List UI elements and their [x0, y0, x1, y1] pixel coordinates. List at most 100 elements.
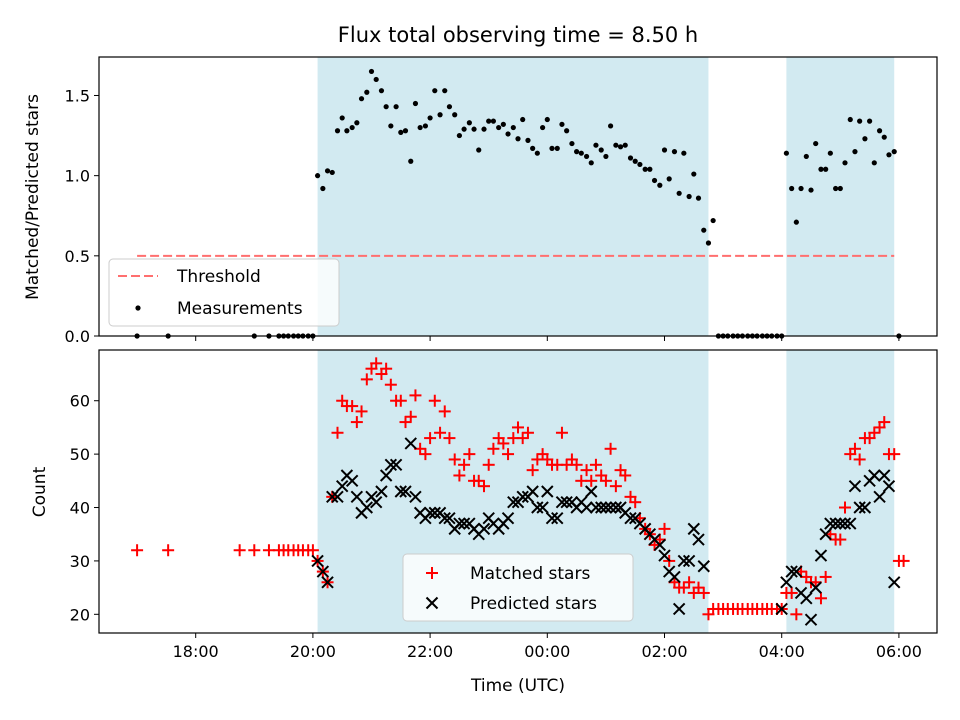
matched-star-point	[853, 453, 866, 466]
matched-star-point	[790, 608, 803, 621]
y-tick-label: 40	[70, 499, 90, 518]
matched-star-point	[609, 480, 622, 493]
matched-star-point	[585, 474, 598, 487]
predicted-star-point	[335, 479, 349, 493]
matched-star-point	[384, 378, 397, 391]
matched-star-point	[589, 458, 602, 471]
measurement-point	[320, 185, 326, 192]
measurement-point	[427, 115, 433, 121]
counts-legend: Matched stars Predicted stars	[402, 553, 634, 622]
predicted-star-point	[531, 501, 544, 514]
measurement-point	[530, 145, 536, 151]
y-tick-label: 30	[70, 552, 90, 571]
measurement-point	[344, 128, 350, 134]
matched-star-point	[355, 405, 368, 418]
matched-star-point	[838, 501, 851, 514]
ratio-legend: Threshold Measurements	[108, 258, 340, 327]
ratio-plot-frame	[98, 56, 938, 337]
measurement-point	[505, 131, 511, 137]
measurement-point	[378, 88, 385, 94]
predicted-star-point	[423, 506, 437, 520]
predicted-star-point	[775, 602, 788, 616]
predicted-star-point	[501, 511, 515, 525]
measurement-point	[627, 155, 634, 161]
matched-star-point	[438, 405, 451, 418]
measurement-point	[500, 121, 506, 127]
measurement-point	[847, 116, 853, 123]
measurement-point	[534, 150, 540, 156]
measurement-point	[334, 128, 341, 134]
x-tick-label: 22:00	[407, 642, 453, 661]
y-tick-label: 60	[70, 392, 90, 411]
matched-star-point	[897, 554, 910, 567]
measurement-point	[324, 168, 331, 174]
matched-star-point	[419, 448, 432, 461]
matched-star-point	[814, 592, 827, 605]
predicted-star-point	[624, 511, 637, 525]
measurement-point	[651, 177, 658, 184]
measurement-point	[559, 121, 565, 127]
observing-window-1	[317, 57, 709, 336]
predicted-star-point	[809, 581, 822, 594]
x-tick-label: 02:00	[641, 642, 687, 661]
matched-star-point	[424, 432, 437, 445]
observing-window-2	[786, 350, 895, 633]
measurement-point	[339, 115, 345, 121]
predicted-star-point	[804, 613, 818, 626]
measurement-point	[818, 166, 824, 172]
predicted-star-point	[360, 501, 374, 514]
matched-star-point	[570, 458, 583, 471]
predicted-star-point	[800, 592, 813, 605]
predicted-star-point	[653, 538, 667, 552]
measurement-point	[857, 118, 863, 124]
predicted-star-point	[379, 469, 393, 482]
predicted-star-point	[443, 511, 456, 525]
measurement-point	[666, 176, 672, 182]
measurement-point	[803, 153, 809, 160]
measurement-point	[603, 153, 609, 160]
predicted-star-point	[551, 511, 564, 525]
ratio-ylabel: Matched/Predicted stars	[23, 94, 43, 300]
measurement-point	[549, 145, 555, 151]
measurement-point	[540, 124, 546, 131]
measurement-point	[871, 160, 877, 166]
predicted-star-point	[536, 501, 549, 514]
matched-star-point	[458, 458, 471, 471]
matched-star-point	[512, 421, 524, 434]
measurement-point	[569, 140, 575, 147]
predicted-star-point	[331, 490, 344, 504]
measurement-point	[881, 134, 887, 140]
matched-star-point	[878, 416, 891, 429]
measurement-point	[823, 166, 829, 172]
predicted-star-point	[404, 437, 417, 450]
matched-star-point	[834, 533, 847, 546]
measurement-point	[593, 142, 599, 148]
predicted-legend-label: Predicted stars	[470, 594, 597, 614]
measurement-point	[691, 171, 697, 177]
predicted-star-point	[516, 490, 529, 504]
measurement-point	[867, 118, 873, 124]
measurement-point	[676, 190, 682, 196]
matched-star-point	[629, 496, 642, 509]
predicted-star-point	[692, 533, 705, 546]
measurement-point	[515, 136, 521, 142]
matched-star-point	[463, 448, 476, 461]
predicted-star-point	[311, 554, 324, 568]
measurement-point	[329, 169, 335, 176]
measurement-point	[808, 187, 814, 193]
predicted-star-point	[814, 549, 828, 562]
predicted-star-point	[585, 485, 598, 498]
measurement-point	[710, 217, 716, 224]
counts-panel: 20 30 40 50 60 18:00 20:00 22:00 00:00 02:00 04:0…	[30, 349, 938, 696]
matched-star-point	[497, 437, 510, 450]
observing-window-2	[786, 57, 895, 336]
matched-star-point	[658, 522, 671, 535]
matched-star-point	[346, 400, 359, 413]
predicted-star-point	[477, 522, 491, 536]
predicted-star-point	[785, 565, 798, 578]
predicted-star-point	[595, 501, 608, 514]
matched-star-point	[848, 442, 861, 455]
measurement-point	[695, 195, 702, 201]
y-tick-label: 0.0	[65, 327, 90, 346]
measurement-point	[471, 126, 477, 132]
